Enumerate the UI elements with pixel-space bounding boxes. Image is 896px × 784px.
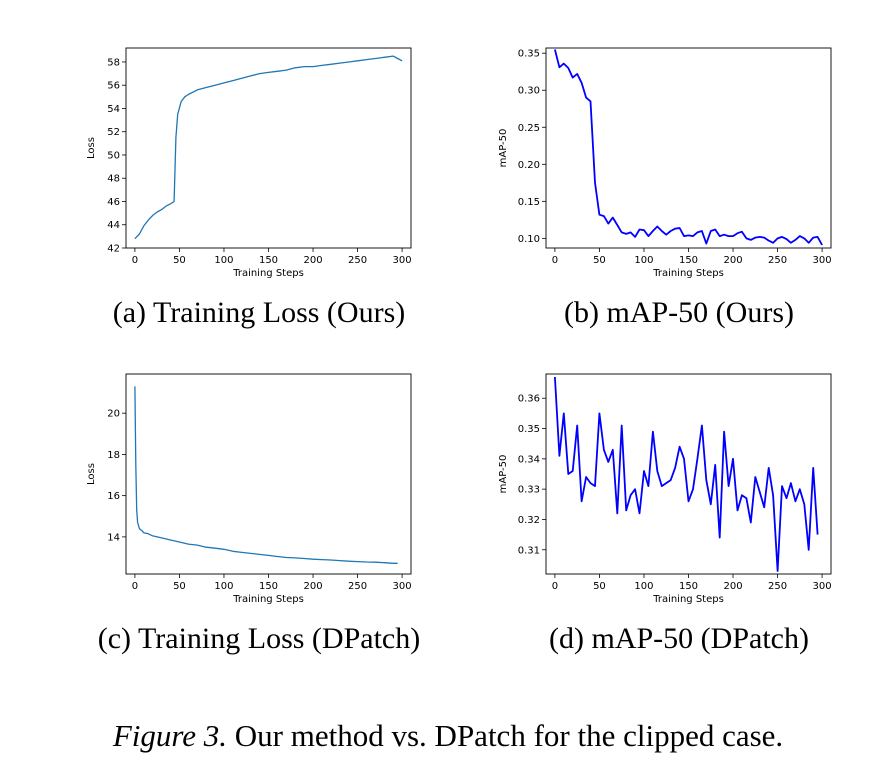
x-tick-label-a-100: 100 <box>214 255 233 266</box>
x-tick-label-b-150: 150 <box>679 255 698 266</box>
y-tick-label-a-54: 54 <box>107 104 120 115</box>
x-tick-label-a-250: 250 <box>348 255 367 266</box>
y-tick-label-b-0.1: 0.10 <box>518 234 540 245</box>
y-axis-label-a: Loss <box>86 137 97 159</box>
x-tick-label-b-50: 50 <box>593 255 606 266</box>
y-tick-label-b-0.25: 0.25 <box>518 123 540 134</box>
plot-frame-b <box>545 47 832 249</box>
y-tick-label-b-0.15: 0.15 <box>518 197 540 208</box>
y-axis-label-b: mAP-50 <box>498 129 509 168</box>
y-tick-label-d-0.32: 0.32 <box>518 515 540 526</box>
caption-b: (b) mAP-50 (Ours) <box>564 296 794 329</box>
y-axis-label-c: Loss <box>86 463 97 485</box>
x-tick-label-d-250: 250 <box>768 581 787 592</box>
y-tick-label-a-44: 44 <box>107 220 120 231</box>
y-tick-label-a-58: 58 <box>107 57 120 68</box>
chart-svg-c: 0 50 100 150 200 250 300 14 16 18 20 Training Steps… <box>86 373 412 605</box>
caption-c: (c) Training Loss (DPatch) <box>97 622 421 655</box>
x-tick-label-a-150: 150 <box>259 255 278 266</box>
y-tick-label-a-50: 50 <box>107 150 120 161</box>
x-axis-label-b: Training Steps <box>652 268 724 279</box>
x-tick-label-d-300: 300 <box>813 581 832 592</box>
x-axis-label-d: Training Steps <box>652 594 724 605</box>
y-tick-label-d-0.33: 0.33 <box>518 485 540 496</box>
series-line-d-0 <box>554 376 819 572</box>
x-tick-label-b-100: 100 <box>634 255 653 266</box>
chart-svg-b: 0 50 100 150 200 250 300 0.10 0.15 0.20 0.25 0.30 0.… <box>498 47 832 279</box>
caption-a: (a) Training Loss (Ours) <box>112 296 406 329</box>
x-tick-label-a-50: 50 <box>173 255 186 266</box>
figure-text: Our method vs. DPatch for the clipped ca… <box>234 718 784 753</box>
plot-frame-d <box>545 373 832 575</box>
series-line-c-0 <box>134 386 398 564</box>
caption-d: (d) mAP-50 (DPatch) <box>549 622 809 655</box>
x-tick-label-d-100: 100 <box>634 581 653 592</box>
x-tick-label-c-0: 0 <box>132 581 138 592</box>
x-tick-label-c-300: 300 <box>393 581 412 592</box>
series-line-a-0 <box>134 55 403 240</box>
x-tick-label-b-300: 300 <box>813 255 832 266</box>
y-tick-label-c-18: 18 <box>107 450 120 461</box>
plot-frame-a <box>125 47 412 249</box>
x-tick-label-b-0: 0 <box>552 255 558 266</box>
x-tick-label-a-300: 300 <box>393 255 412 266</box>
chart-panel-c: 0 50 100 150 200 250 300 14 16 18 20 Training Steps… <box>76 368 456 618</box>
y-axis-label-d: mAP-50 <box>498 455 509 494</box>
y-tick-label-b-0.35: 0.35 <box>518 49 540 60</box>
chart-panel-d: 0 50 100 150 200 250 300 0.31 0.32 0.33 0.34 0.35 0.… <box>496 368 876 618</box>
x-tick-label-b-200: 200 <box>723 255 742 266</box>
y-tick-label-c-14: 14 <box>107 532 120 543</box>
y-tick-label-c-16: 16 <box>107 491 120 502</box>
x-tick-label-a-200: 200 <box>303 255 322 266</box>
y-tick-label-a-46: 46 <box>107 197 120 208</box>
x-tick-label-c-200: 200 <box>303 581 322 592</box>
y-tick-label-d-0.34: 0.34 <box>518 454 540 465</box>
y-tick-label-a-42: 42 <box>107 244 120 255</box>
y-tick-label-d-0.36: 0.36 <box>518 394 540 405</box>
y-tick-label-c-20: 20 <box>107 409 120 420</box>
x-tick-label-c-250: 250 <box>348 581 367 592</box>
x-axis-label-c: Training Steps <box>232 594 304 605</box>
x-axis-label-a: Training Steps <box>232 268 304 279</box>
x-tick-label-d-150: 150 <box>679 581 698 592</box>
x-tick-label-b-250: 250 <box>768 255 787 266</box>
chart-panel-a: 0 50 100 150 200 250 300 42 44 46 48 50 52 54 56 58 Trai… <box>76 42 456 292</box>
y-tick-label-b-0.3: 0.30 <box>518 86 540 97</box>
chart-svg-d: 0 50 100 150 200 250 300 0.31 0.32 0.33 0.34 0.35 0.… <box>498 373 832 605</box>
chart-svg-a: 0 50 100 150 200 250 300 42 44 46 48 50 52 54 56 58 Trai… <box>86 47 412 279</box>
x-tick-label-c-150: 150 <box>259 581 278 592</box>
y-tick-label-d-0.31: 0.31 <box>518 545 540 556</box>
y-tick-label-a-48: 48 <box>107 174 120 185</box>
y-tick-label-b-0.2: 0.20 <box>518 160 540 171</box>
chart-panel-b: 0 50 100 150 200 250 300 0.10 0.15 0.20 0.25 0.30 0.… <box>496 42 876 292</box>
plot-frame-c <box>125 373 412 575</box>
y-tick-label-a-52: 52 <box>107 127 120 138</box>
x-tick-label-a-0: 0 <box>132 255 138 266</box>
y-tick-label-a-56: 56 <box>107 81 120 92</box>
x-tick-label-c-50: 50 <box>173 581 186 592</box>
figure-caption: Figure 3. Our method vs. DPatch for the … <box>0 718 896 754</box>
x-tick-label-d-200: 200 <box>723 581 742 592</box>
x-tick-label-d-50: 50 <box>593 581 606 592</box>
x-tick-label-d-0: 0 <box>552 581 558 592</box>
figure-label: Figure 3. <box>112 718 228 753</box>
x-tick-label-c-100: 100 <box>214 581 233 592</box>
series-line-b-0 <box>554 49 823 246</box>
y-tick-label-d-0.35: 0.35 <box>518 424 540 435</box>
